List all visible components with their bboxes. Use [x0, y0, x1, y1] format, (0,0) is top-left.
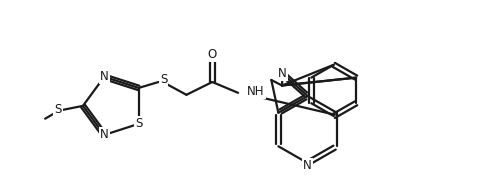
Text: S: S: [54, 103, 62, 116]
Text: NH: NH: [247, 85, 265, 98]
Text: O: O: [208, 48, 217, 61]
Text: S: S: [160, 73, 167, 86]
Text: N: N: [278, 67, 287, 80]
Text: S: S: [135, 117, 143, 130]
Text: N: N: [100, 128, 109, 141]
Text: N: N: [100, 70, 109, 83]
Text: N: N: [303, 158, 312, 171]
